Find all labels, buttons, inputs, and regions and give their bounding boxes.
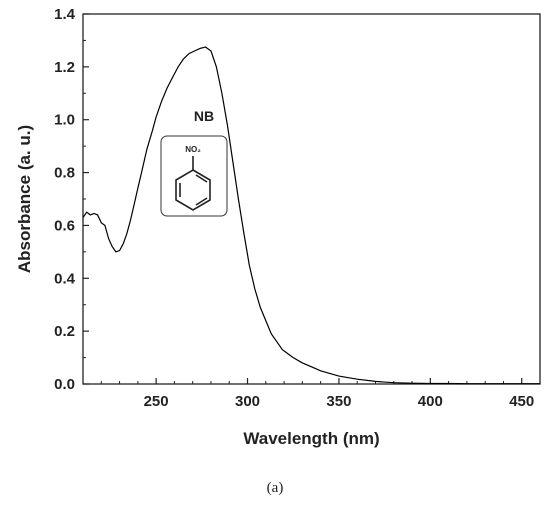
x-tick-label: 350 bbox=[326, 393, 351, 410]
nitrobenzene-structure-icon bbox=[175, 156, 211, 211]
x-axis-title: Wavelength (nm) bbox=[243, 429, 379, 448]
nitro-group-label: NO₂ bbox=[185, 145, 201, 154]
y-tick-label: 0.2 bbox=[54, 323, 75, 340]
figure-caption: (a) bbox=[267, 480, 284, 496]
x-tick-label: 250 bbox=[144, 393, 169, 410]
y-tick-label: 0.8 bbox=[54, 165, 75, 182]
plot-frame bbox=[82, 13, 541, 385]
y-tick-label: 1.0 bbox=[54, 112, 75, 129]
inset-box bbox=[160, 135, 228, 217]
nb-inset: NB NO₂ bbox=[160, 108, 228, 217]
y-tick-label: 0.6 bbox=[54, 217, 75, 234]
x-tick-label: 400 bbox=[418, 393, 443, 410]
plot-area: 250 300 350 400 450 0.0 0.2 0.4 0.6 0.8 1.0 1.2 1.4 bbox=[54, 6, 541, 410]
y-axis-title: Absorbance (a. u.) bbox=[15, 125, 34, 273]
x-tick-label: 300 bbox=[235, 393, 260, 410]
y-tick-label: 0.4 bbox=[54, 270, 76, 287]
y-tick-label: 0.0 bbox=[54, 376, 75, 393]
inset-label: NB bbox=[194, 108, 214, 124]
y-tick-label: 1.4 bbox=[54, 6, 76, 23]
absorbance-series-line bbox=[82, 46, 540, 385]
y-axis: 0.0 0.2 0.4 0.6 0.8 1.0 1.2 1.4 bbox=[54, 6, 89, 393]
x-tick-label: 450 bbox=[509, 393, 534, 410]
x-axis: 250 300 350 400 450 bbox=[82, 378, 541, 410]
y-tick-label: 1.2 bbox=[54, 59, 75, 76]
